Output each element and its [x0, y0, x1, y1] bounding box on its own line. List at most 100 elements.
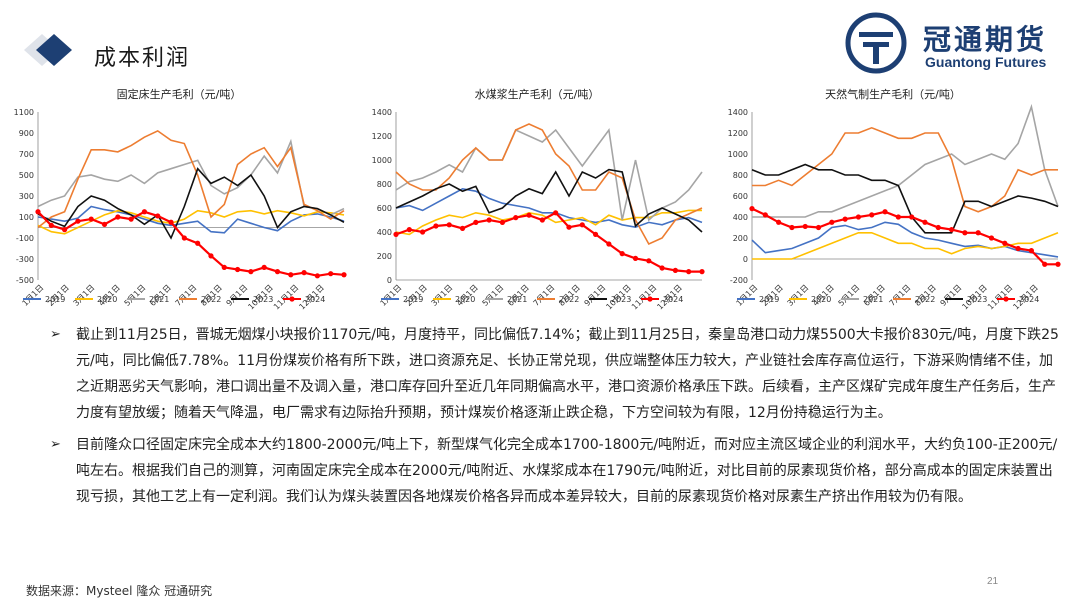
legend-label-2020: 2020 [97, 295, 117, 304]
x-tick-label: 9月1日 [583, 283, 608, 308]
series-point-2024 [168, 219, 174, 225]
series-point-2024 [115, 214, 121, 220]
series-point-2024 [341, 272, 347, 278]
legend-label-2024: 2024 [663, 295, 683, 304]
series-point-2024 [1042, 261, 1048, 267]
y-tick-label: -200 [730, 276, 748, 285]
series-point-2024 [433, 223, 439, 229]
series-point-2024 [686, 269, 692, 275]
series-point-2024 [446, 222, 452, 228]
x-tick-label: 5月1日 [123, 283, 148, 308]
series-point-2024 [288, 272, 294, 278]
bullet-item: ➢ 截止到11月25日，晋城无烟煤小块报价1170元/吨，月度持平，同比偏低7.… [50, 322, 1060, 426]
x-tick-label: 1月1日 [735, 283, 760, 308]
series-point-2024 [155, 213, 161, 219]
series-line-2019 [751, 221, 1059, 258]
series-point-2024 [35, 209, 41, 215]
series-point-2024 [1028, 248, 1034, 254]
y-tick-label: 600 [377, 204, 392, 213]
series-point-2024 [101, 221, 108, 227]
series-line-2020 [37, 209, 345, 235]
title-diamond-icon [24, 34, 72, 66]
series-line-2021 [395, 127, 703, 222]
y-tick-label: 900 [19, 129, 34, 138]
series-point-2024 [486, 217, 492, 223]
series-line-2022 [752, 126, 1058, 213]
chart-coal-water-slurry: 水煤浆生产毛利（元/吨） 0 200 400 600 800 1000 1200 1400 1月1… [362, 84, 712, 312]
series-point-2024 [579, 222, 585, 228]
y-tick-label: -100 [16, 234, 34, 243]
chart-fixed-bed: 固定床生产毛利（元/吨） -500 -300 -100 100 300 500 700 900 1… [4, 84, 354, 312]
y-tick-label: 1100 [14, 108, 34, 117]
series-point-2024 [274, 269, 281, 275]
bullet-text: 目前隆众口径固定床完全成本大约1800-2000元/吨上下，新型煤气化完全成本1… [76, 437, 1058, 505]
series-point-2024 [1002, 240, 1008, 246]
series-point-2024 [855, 214, 862, 220]
series-point-2024 [234, 266, 241, 273]
y-tick-label: 400 [377, 228, 392, 237]
series-point-2024 [328, 271, 334, 277]
series-point-2024 [882, 209, 888, 215]
series-point-2024 [619, 251, 625, 257]
legend-label-2024: 2024 [1019, 295, 1039, 304]
guantong-logo-icon [845, 12, 907, 74]
series-point-2024 [248, 269, 254, 275]
series-point-2024 [128, 216, 134, 222]
x-tick-label: 9月1日 [225, 283, 250, 308]
series-line-2023 [37, 167, 345, 240]
series-point-2024 [459, 225, 466, 231]
legend-label-2022: 2022 [915, 295, 935, 304]
page-number: 21 [987, 576, 999, 587]
series-point-2024 [553, 210, 559, 216]
series-point-2024 [75, 218, 81, 224]
y-tick-label: 200 [377, 252, 392, 261]
chart-title: 天然气制生产毛利（元/吨） [825, 87, 961, 101]
y-tick-label: 200 [733, 234, 748, 243]
y-tick-label: -300 [16, 255, 34, 264]
y-tick-label: 600 [733, 192, 748, 201]
series-point-2024 [261, 264, 267, 270]
series-point-2024 [935, 224, 941, 231]
y-tick-label: 0 [743, 255, 748, 264]
y-tick-label: 0 [387, 276, 392, 285]
x-tick-label: 7月1日 [174, 283, 199, 308]
y-tick-label: 800 [733, 171, 748, 180]
series-point-2024 [48, 222, 54, 228]
series-point-2024 [393, 231, 399, 237]
logo-name-en: Guantong Futures [925, 54, 1047, 70]
series-point-2024 [499, 219, 506, 225]
y-tick-label: 500 [19, 171, 34, 180]
analysis-text: ➢ 截止到11月25日，晋城无烟煤小块报价1170元/吨，月度持平，同比偏低7.… [50, 322, 1060, 516]
series-point-2024 [776, 219, 782, 225]
series-point-2024 [526, 212, 532, 218]
series-line-2024 [37, 210, 345, 277]
x-tick-label: 5月1日 [837, 283, 862, 308]
series-point-2024 [221, 264, 227, 270]
series-line-2019 [395, 187, 703, 229]
series-point-2024 [802, 223, 808, 230]
series-point-2024 [762, 212, 768, 218]
arrow-bullet-icon: ➢ [50, 327, 61, 342]
series-point-2024 [141, 209, 148, 215]
chart-title: 水煤浆生产毛利（元/吨） [475, 87, 600, 101]
series-line-2021 [752, 103, 1059, 218]
legend-label-2021: 2021 [149, 295, 169, 304]
series-point-2024 [88, 216, 94, 222]
series-point-2024 [815, 224, 822, 231]
series-point-2024 [646, 258, 652, 264]
series-point-2024 [420, 229, 426, 235]
series-point-2024 [672, 267, 678, 273]
series-point-2024 [208, 253, 214, 259]
series-point-2024 [869, 212, 875, 218]
legend-label-2023: 2023 [611, 295, 631, 304]
legend-label-2020: 2020 [455, 295, 475, 304]
company-logo: 冠通期货 Guantong Futures [845, 12, 1075, 74]
legend-label-2022: 2022 [201, 295, 221, 304]
series-point-2024 [829, 219, 835, 225]
series-line-2024 [395, 211, 702, 273]
y-tick-label: 1000 [372, 156, 392, 165]
logo-name-cn: 冠通期货 [923, 23, 1048, 56]
series-point-2024 [406, 227, 412, 233]
legend-label-2021: 2021 [507, 295, 527, 304]
y-tick-label: 1000 [728, 150, 748, 159]
